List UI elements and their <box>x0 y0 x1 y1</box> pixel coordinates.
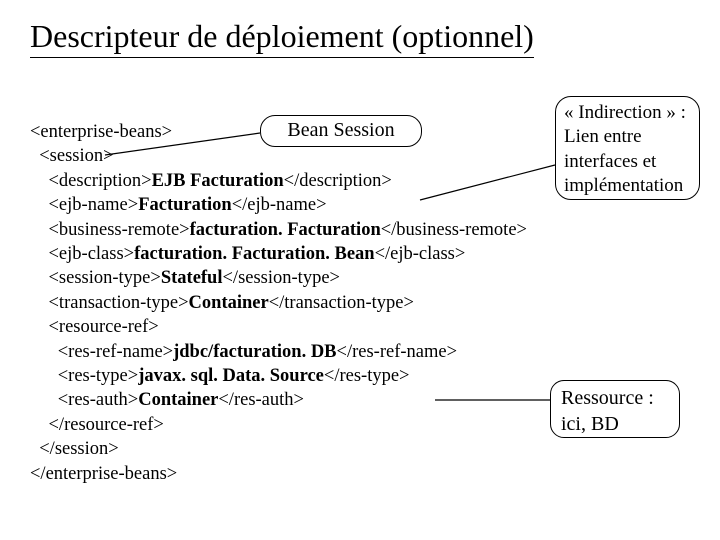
line: </enterprise-beans> <box>30 464 177 484</box>
line: <session> <box>30 146 114 166</box>
line: </resource-ref> <box>30 415 164 435</box>
line: <ejb-name>Facturation</ejb-name> <box>30 195 327 215</box>
line: <ejb-class>facturation. Facturation. Bea… <box>30 244 465 264</box>
xml-code-block: <enterprise-beans> <session> <descriptio… <box>30 120 527 486</box>
line: <res-ref-name>jdbc/facturation. DB</res-… <box>30 342 457 362</box>
line: <resource-ref> <box>30 317 159 337</box>
line: <transaction-type>Container</transaction… <box>30 293 414 313</box>
slide-title: Descripteur de déploiement (optionnel) <box>30 18 534 58</box>
line: </session> <box>30 439 119 459</box>
line: <res-type>javax. sql. Data. Source</res-… <box>30 366 409 386</box>
line: <res-auth>Container</res-auth> <box>30 390 304 410</box>
resource-callout: Ressource :ici, BD <box>550 380 680 438</box>
indirection-callout: « Indirection » :Lien entreinterfaces et… <box>555 96 700 200</box>
line: <session-type>Stateful</session-type> <box>30 268 340 288</box>
line: <description>EJB Facturation</descriptio… <box>30 171 392 191</box>
bean-session-callout: Bean Session <box>260 115 422 147</box>
line: <enterprise-beans> <box>30 122 172 142</box>
line: <business-remote>facturation. Facturatio… <box>30 220 527 240</box>
